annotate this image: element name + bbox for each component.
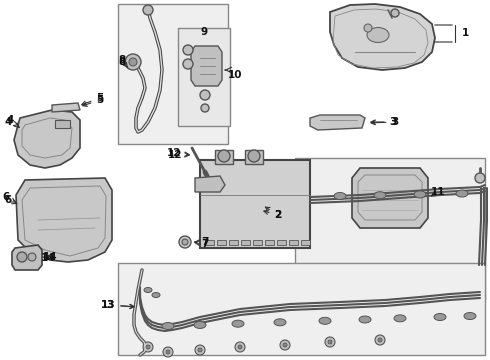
Circle shape	[182, 239, 188, 245]
Circle shape	[280, 340, 290, 350]
Circle shape	[235, 342, 245, 352]
Ellipse shape	[359, 316, 371, 323]
Circle shape	[125, 54, 141, 70]
Circle shape	[183, 45, 193, 55]
Ellipse shape	[194, 321, 206, 328]
Circle shape	[391, 9, 399, 17]
Bar	[118, 4, 228, 144]
Text: 11: 11	[431, 187, 445, 197]
Text: 13: 13	[101, 300, 134, 310]
Text: 13: 13	[101, 300, 134, 310]
Bar	[217, 240, 226, 245]
Text: 8: 8	[119, 55, 128, 68]
Bar	[178, 28, 230, 126]
Circle shape	[364, 24, 372, 32]
Polygon shape	[52, 103, 80, 112]
Circle shape	[179, 236, 191, 248]
Bar	[265, 240, 274, 245]
Polygon shape	[352, 168, 428, 228]
Ellipse shape	[152, 292, 160, 297]
Text: 4: 4	[6, 115, 19, 127]
Ellipse shape	[162, 323, 174, 329]
Polygon shape	[191, 46, 222, 86]
Ellipse shape	[367, 27, 389, 42]
Circle shape	[183, 59, 193, 69]
Polygon shape	[195, 176, 225, 192]
Ellipse shape	[334, 193, 346, 199]
Bar	[215, 150, 233, 164]
Circle shape	[328, 340, 332, 344]
Text: 5: 5	[82, 93, 103, 105]
Circle shape	[200, 90, 210, 100]
Ellipse shape	[394, 315, 406, 322]
Circle shape	[238, 345, 242, 349]
Text: 3: 3	[371, 117, 399, 127]
Circle shape	[28, 253, 36, 261]
Text: 9: 9	[200, 27, 208, 37]
Polygon shape	[330, 4, 435, 70]
Text: 1: 1	[462, 28, 469, 38]
Bar	[295, 158, 485, 300]
Circle shape	[325, 337, 335, 347]
Polygon shape	[310, 115, 365, 130]
Circle shape	[143, 5, 153, 15]
Bar	[245, 150, 263, 164]
Bar	[200, 160, 310, 248]
Bar	[301, 240, 310, 245]
Bar	[289, 240, 298, 245]
Text: 10: 10	[228, 70, 243, 80]
Circle shape	[375, 335, 385, 345]
Bar	[229, 240, 238, 245]
Text: 4: 4	[4, 117, 18, 127]
Ellipse shape	[144, 288, 152, 292]
Circle shape	[195, 345, 205, 355]
Ellipse shape	[464, 312, 476, 320]
Polygon shape	[12, 245, 42, 270]
Circle shape	[163, 347, 173, 357]
Circle shape	[201, 104, 209, 112]
Circle shape	[146, 345, 150, 349]
Circle shape	[218, 150, 230, 162]
Circle shape	[475, 173, 485, 183]
Text: 14: 14	[41, 253, 55, 263]
Polygon shape	[16, 178, 112, 262]
Bar	[241, 240, 250, 245]
Bar	[205, 240, 214, 245]
Circle shape	[283, 343, 287, 347]
Text: 7: 7	[195, 239, 209, 249]
Text: 8: 8	[119, 57, 125, 67]
Text: 14: 14	[43, 252, 57, 262]
Ellipse shape	[414, 191, 426, 198]
Text: 7: 7	[195, 237, 209, 247]
Text: 3: 3	[371, 117, 396, 127]
Bar	[253, 240, 262, 245]
Ellipse shape	[456, 190, 468, 197]
Circle shape	[17, 252, 27, 262]
Ellipse shape	[232, 320, 244, 327]
Text: 2: 2	[264, 210, 282, 220]
Ellipse shape	[319, 317, 331, 324]
Bar	[277, 240, 286, 245]
Text: 6: 6	[4, 195, 17, 205]
Ellipse shape	[274, 319, 286, 326]
Circle shape	[378, 338, 382, 342]
Text: 12: 12	[167, 148, 189, 158]
Text: 5: 5	[83, 95, 103, 107]
Ellipse shape	[434, 314, 446, 320]
Bar	[118, 263, 485, 355]
Polygon shape	[14, 110, 80, 168]
Circle shape	[248, 150, 260, 162]
Text: 12: 12	[168, 150, 189, 160]
Circle shape	[143, 342, 153, 352]
Bar	[55, 120, 70, 128]
Circle shape	[198, 348, 202, 352]
Text: 6: 6	[2, 192, 16, 202]
Text: 2: 2	[266, 207, 282, 220]
Ellipse shape	[374, 192, 386, 199]
Circle shape	[166, 350, 170, 354]
Circle shape	[129, 58, 137, 66]
